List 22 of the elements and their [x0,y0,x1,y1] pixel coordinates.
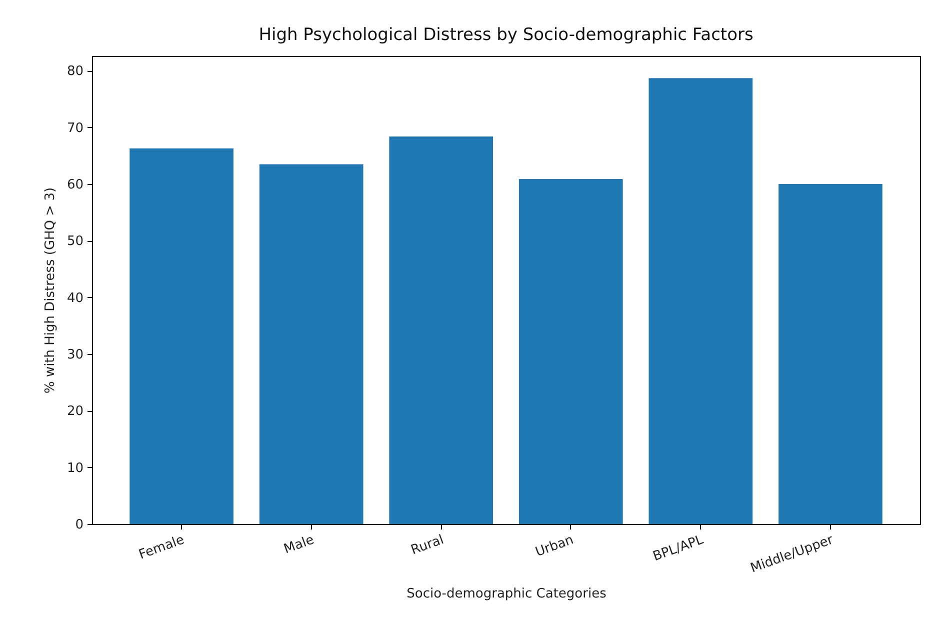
bar [130,148,234,524]
bar [259,164,364,524]
y-tick-label: 80 [66,64,84,80]
x-tick-label: Urban [534,532,576,560]
y-tick-label: 30 [66,348,84,363]
x-tick-label: Male [282,532,316,558]
y-tick-label: 0 [75,518,84,532]
y-tick-label: 50 [66,234,84,250]
x-tick-label: Rural [409,532,446,558]
bar [778,184,882,524]
y-tick-label: 60 [66,178,84,193]
bar [648,78,753,524]
y-axis-title: % with High Distress (GHQ > 3) [42,187,58,394]
y-tick-label: 70 [66,120,84,136]
y-tick-label: 10 [66,460,84,476]
chart-title: High Psychological Distress by Socio-demographic Factors [258,25,754,45]
bar [389,136,494,524]
y-tick-label: 20 [66,404,84,420]
y-tick-label: 40 [66,290,84,306]
x-tick-label: Female [137,532,186,563]
x-axis-title: Socio-demographic Categories [406,586,607,602]
bar [518,178,623,524]
